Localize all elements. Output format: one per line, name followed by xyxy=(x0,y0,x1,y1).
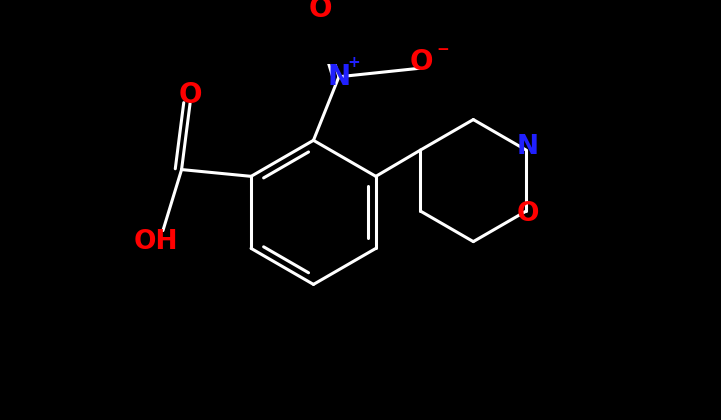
Text: O: O xyxy=(309,0,332,23)
Text: −: − xyxy=(437,42,449,57)
Text: N: N xyxy=(517,134,539,160)
Text: OH: OH xyxy=(134,229,178,255)
Text: O: O xyxy=(410,47,433,76)
Text: +: + xyxy=(348,55,360,70)
Text: O: O xyxy=(178,81,202,109)
Text: N: N xyxy=(327,63,350,91)
Text: O: O xyxy=(517,202,539,228)
